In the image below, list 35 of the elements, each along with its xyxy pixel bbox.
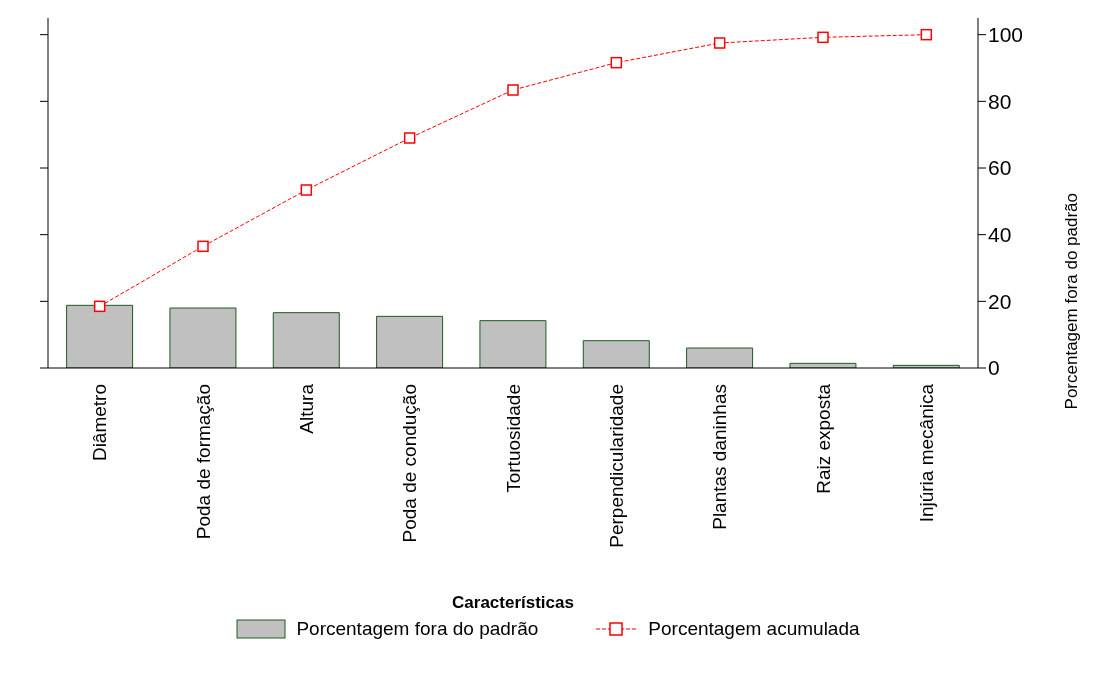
point (920, 28, 933, 41)
x-tick-label: Poda de condução (399, 384, 421, 543)
point (817, 31, 829, 44)
x-tick-label: Plantas daninhas (709, 384, 731, 530)
bar (272, 312, 340, 368)
x-tick-label: Perpendicularidade (605, 384, 627, 548)
legend-label: Porcentagem fora do padrão (296, 618, 539, 640)
bar (169, 307, 237, 368)
x-tick-label: Diâmetro (89, 384, 111, 462)
point (507, 84, 519, 96)
bar (66, 304, 134, 368)
x-tick-label: Altura (295, 383, 317, 434)
y-axis-title: Porcentagem fora do padrão (1062, 193, 1082, 410)
y-tick-label: 80 (988, 89, 1012, 113)
legend-label: Porcentagem acumulada (648, 618, 860, 640)
bar (686, 347, 754, 368)
bar (479, 320, 547, 368)
x-tick-label: Tortuosidade (502, 384, 524, 493)
y-tick-label: 0 (988, 356, 1000, 380)
x-tick-label: Raiz exposta (812, 383, 834, 494)
bar (376, 315, 444, 368)
point (93, 300, 106, 313)
point (610, 56, 623, 69)
point (197, 240, 209, 253)
point (713, 37, 726, 49)
point (403, 132, 416, 144)
y-tick-label: 100 (988, 23, 1024, 47)
x-tick-label: Poda de formação (192, 384, 214, 540)
y-tick-label: 60 (988, 156, 1012, 180)
x-tick-label: Injúria mecânica (915, 383, 937, 523)
y-tick-label: 20 (988, 289, 1012, 313)
point (300, 184, 313, 196)
y-tick-label: 40 (988, 223, 1012, 247)
bar (582, 340, 650, 368)
x-axis-title: Características (452, 593, 574, 612)
